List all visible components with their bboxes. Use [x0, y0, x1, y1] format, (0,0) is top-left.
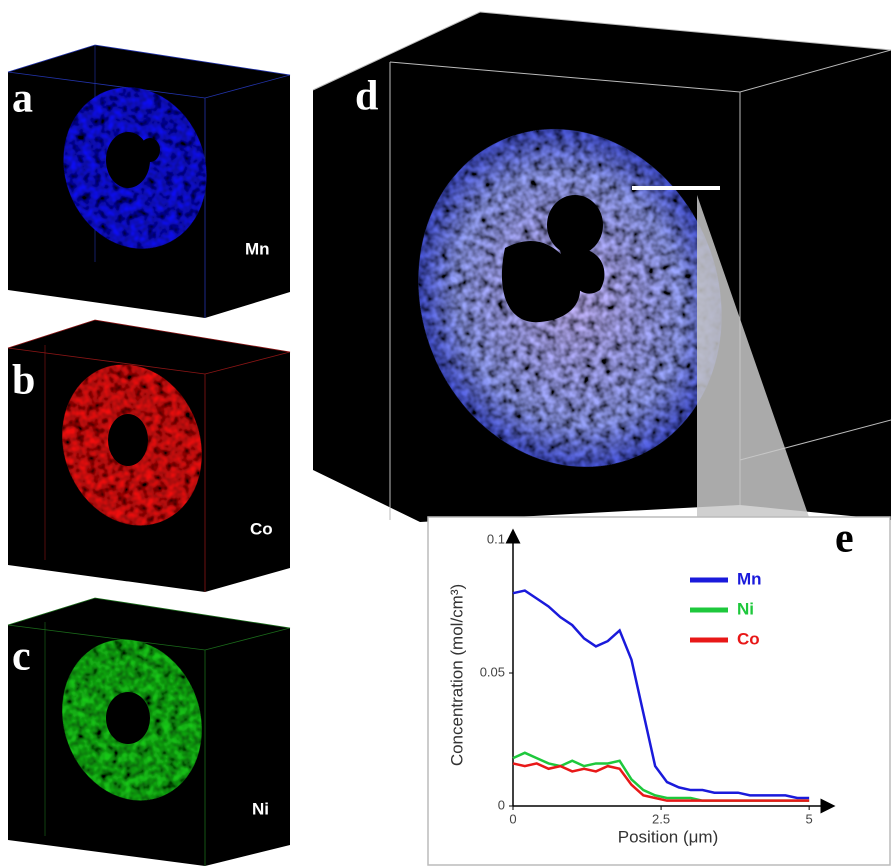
y-tick-label: 0.05 — [480, 664, 505, 679]
legend-label: Co — [737, 629, 760, 648]
x-tick-label: 0 — [509, 811, 516, 826]
y-tick-label: 0.1 — [487, 531, 505, 546]
panel-label: e — [835, 516, 854, 562]
panel-label: c — [12, 634, 31, 680]
legend-label: Ni — [737, 599, 754, 618]
legend-label: Mn — [737, 569, 762, 588]
panel-label: a — [12, 76, 33, 122]
panel-d — [313, 12, 891, 522]
y-axis-label: Concentration (mol/cm³) — [447, 584, 466, 766]
x-tick-label: 5 — [806, 811, 813, 826]
x-axis-label: Position (μm) — [618, 827, 718, 846]
y-tick-label: 0 — [498, 797, 505, 812]
x-tick-label: 2.5 — [652, 811, 670, 826]
element-label: Mn — [245, 239, 270, 258]
panel-label: b — [12, 358, 35, 404]
panel-a — [8, 45, 290, 318]
element-label: Co — [250, 519, 273, 538]
figure: a Mn b Co c Ni d e Position (μm) Concent… — [0, 0, 891, 866]
element-label: Ni — [252, 799, 269, 818]
panel-c — [8, 598, 290, 866]
panel-label: d — [355, 74, 378, 120]
panel-b — [8, 320, 290, 592]
